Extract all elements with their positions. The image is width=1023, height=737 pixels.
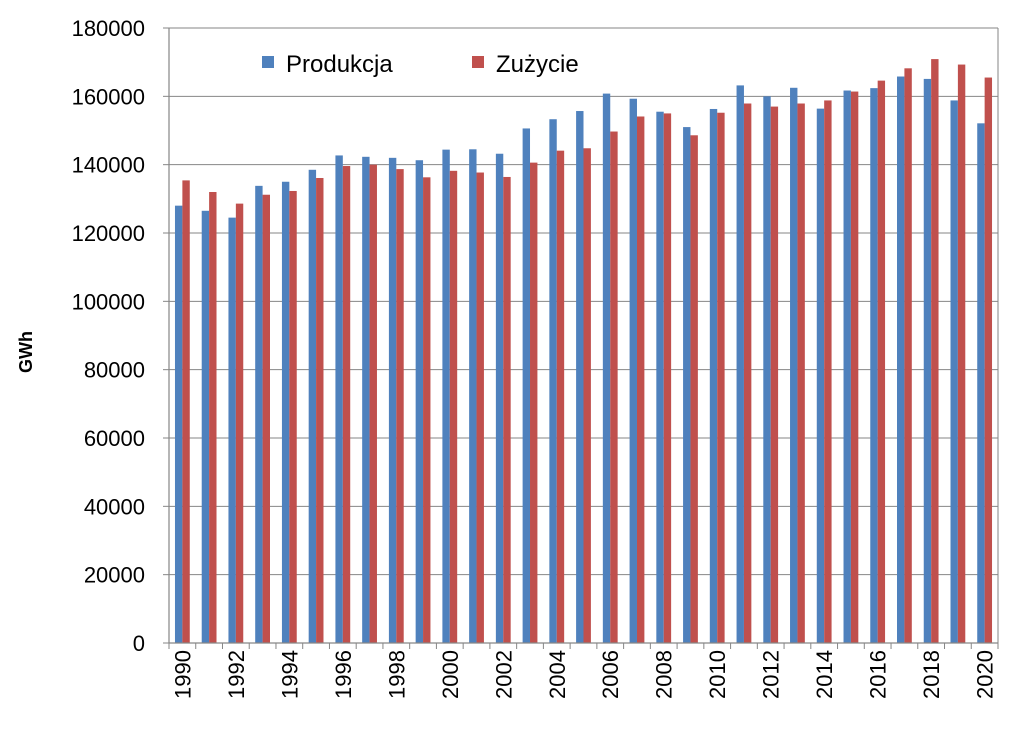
bar-zuzycie-1994	[289, 190, 297, 643]
x-tick-label: 1994	[277, 650, 302, 699]
bar-produkcja-2013	[790, 87, 798, 643]
legend-label-produkcja: Produkcja	[286, 51, 393, 78]
x-tick-label: 1992	[224, 650, 249, 699]
y-tick-label: 140000	[72, 153, 145, 178]
legend: Produkcja Zużycie	[262, 51, 579, 78]
x-tick-label: 2002	[491, 650, 516, 699]
x-tick-label: 1990	[170, 650, 195, 699]
y-tick-label: 100000	[72, 289, 145, 314]
bar-zuzycie-2012	[770, 106, 779, 644]
bar-produkcja-1999	[415, 160, 424, 643]
bar-zuzycie-2014	[824, 100, 832, 643]
bar-zuzycie-2001	[476, 172, 484, 643]
bar-zuzycie-1995	[316, 177, 324, 643]
bar-zuzycie-2016	[877, 80, 886, 643]
x-tick-label: 1996	[331, 650, 356, 699]
bar-produkcja-2014	[816, 108, 825, 644]
bar-zuzycie-1996	[342, 166, 351, 644]
bar-produkcja-1995	[308, 169, 317, 643]
bar-zuzycie-2018	[931, 59, 939, 643]
bar-zuzycie-2008	[663, 113, 672, 643]
bar-zuzycie-2017	[904, 68, 912, 644]
y-axis-label: GWh	[16, 331, 36, 373]
bar-produkcja-1990	[174, 205, 183, 643]
bar-zuzycie-2011	[743, 103, 752, 644]
bar-produkcja-2010	[709, 108, 718, 644]
y-tick-labels: 0 20000 40000 60000 80000 100000 120000 140000 1…	[72, 16, 145, 656]
bars-group	[174, 59, 993, 644]
bar-produkcja-2002	[495, 153, 504, 643]
bar-zuzycie-2000	[449, 170, 458, 644]
bar-zuzycie-2019	[957, 64, 966, 643]
y-tick-label: 0	[133, 631, 145, 656]
x-tick-label: 1998	[384, 650, 409, 699]
y-tick-label: 160000	[72, 84, 145, 109]
bar-zuzycie-2015	[850, 91, 859, 644]
legend-swatch-zuzycie	[472, 56, 484, 68]
x-tick-label: 2016	[866, 650, 891, 699]
bar-produkcja-2003	[522, 128, 531, 643]
bar-zuzycie-2009	[690, 135, 698, 644]
legend-label-zuzycie: Zużycie	[496, 51, 579, 78]
bar-produkcja-1996	[335, 155, 343, 644]
bar-zuzycie-2013	[797, 103, 805, 644]
bar-produkcja-2015	[843, 90, 851, 643]
y-tick-label: 40000	[84, 494, 145, 519]
bar-zuzycie-2010	[717, 112, 725, 643]
bar-produkcja-2017	[897, 76, 905, 644]
bar-zuzycie-1997	[369, 164, 377, 643]
bar-zuzycie-2020	[984, 77, 993, 643]
y-tick-label: 20000	[84, 563, 145, 588]
bar-produkcja-2020	[977, 123, 985, 643]
y-tick-label: 180000	[72, 16, 145, 41]
bar-zuzycie-2002	[503, 176, 511, 643]
legend-swatch-produkcja	[262, 56, 274, 68]
x-tick-label: 2020	[973, 650, 998, 699]
x-tick-label: 2004	[545, 650, 570, 699]
bar-produkcja-2016	[870, 88, 878, 644]
bar-produkcja-2000	[442, 149, 450, 643]
x-tick-label: 2010	[705, 650, 730, 699]
bar-produkcja-2004	[549, 119, 557, 644]
x-tick-label: 2006	[598, 650, 623, 699]
x-tick-label: 2012	[759, 650, 784, 699]
bar-zuzycie-2004	[556, 150, 565, 644]
bar-produkcja-2019	[950, 100, 958, 643]
bar-zuzycie-2007	[636, 116, 645, 643]
y-tick-label: 120000	[72, 221, 145, 246]
bar-produkcja-2008	[656, 111, 664, 644]
x-tick-label: 2000	[438, 650, 463, 699]
bar-produkcja-1991	[201, 210, 210, 643]
bar-zuzycie-2005	[583, 148, 591, 643]
bar-produkcja-2011	[736, 85, 744, 643]
x-tick-labels: 1990 1992 1994 1996 1998 2000 2002 2004 2006 2008…	[170, 650, 997, 699]
x-tick-label: 2008	[652, 650, 677, 699]
y-tick-label: 60000	[84, 426, 145, 451]
y-tick-label: 80000	[84, 358, 145, 383]
x-tick-label: 2014	[812, 650, 837, 699]
bar-zuzycie-1999	[423, 177, 431, 643]
bar-zuzycie-1992	[235, 203, 244, 643]
bar-produkcja-1998	[388, 157, 397, 644]
bar-produkcja-2018	[923, 78, 932, 644]
bar-zuzycie-1993	[262, 194, 270, 643]
bar-zuzycie-1991	[209, 192, 217, 643]
axes	[163, 27, 999, 649]
bar-zuzycie-2003	[530, 162, 538, 643]
bar-produkcja-1993	[255, 185, 263, 643]
bar-zuzycie-1990	[182, 180, 190, 643]
bar-produkcja-2006	[602, 93, 611, 644]
bar-produkcja-2001	[469, 149, 477, 643]
bar-produkcja-1994	[281, 181, 290, 643]
x-tick-label: 2018	[919, 650, 944, 699]
bar-zuzycie-2006	[610, 131, 618, 643]
bar-produkcja-2009	[683, 127, 691, 644]
bar-produkcja-1992	[228, 217, 236, 643]
bar-produkcja-2007	[629, 98, 637, 644]
bar-produkcja-2005	[576, 111, 584, 643]
bar-zuzycie-1998	[396, 169, 404, 643]
bar-produkcja-2012	[763, 96, 771, 644]
bar-produkcja-1997	[362, 156, 370, 643]
